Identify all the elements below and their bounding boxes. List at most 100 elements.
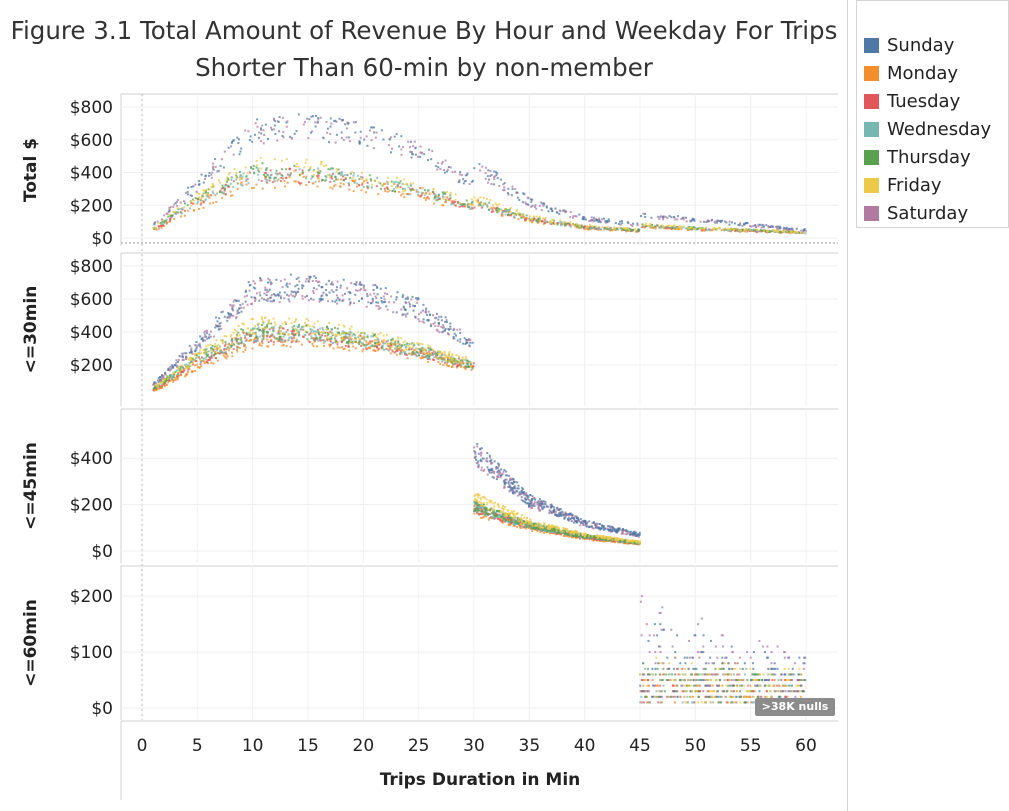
point-friday <box>335 168 338 171</box>
point-friday <box>676 227 679 230</box>
point-wednesday <box>382 348 385 351</box>
point-monday <box>305 175 308 178</box>
point-friday <box>220 339 223 342</box>
point-monday <box>485 515 488 518</box>
point-tuesday <box>169 217 172 220</box>
point-wednesday <box>261 334 264 337</box>
point-monday <box>464 366 467 369</box>
point-monday <box>311 182 314 185</box>
point-saturday <box>308 275 311 278</box>
point-friday <box>472 203 475 206</box>
point-saturday <box>642 212 645 215</box>
point-friday <box>214 342 217 345</box>
point-thursday <box>166 375 169 378</box>
point-tuesday <box>272 327 275 330</box>
point-friday <box>548 221 551 224</box>
point-friday <box>730 227 733 230</box>
point-thursday <box>209 347 212 350</box>
point-saturday <box>444 159 447 162</box>
point-friday <box>602 537 605 540</box>
point-tuesday <box>348 184 351 187</box>
point-sunday <box>408 303 411 306</box>
point-tuesday <box>202 200 205 203</box>
point-monday <box>159 386 162 389</box>
point-thursday <box>505 519 508 522</box>
point-saturday <box>316 281 319 284</box>
point-wednesday <box>239 176 242 179</box>
point-thursday <box>565 532 568 535</box>
point-saturday <box>220 327 223 330</box>
point-saturday <box>682 216 685 219</box>
point-sunday <box>719 221 722 224</box>
point-wednesday <box>659 226 662 229</box>
point-sunday <box>382 301 385 304</box>
point-thursday <box>305 324 308 327</box>
point-monday <box>649 226 652 229</box>
point-thursday <box>237 331 240 334</box>
point-saturday <box>209 330 212 333</box>
scatter-chart: Total $$0$200$400$600$800<=30min $200$400… <box>21 93 838 800</box>
point-sunday <box>281 134 284 137</box>
point-saturday <box>459 328 462 331</box>
point-friday <box>377 333 380 336</box>
point-friday <box>360 171 363 174</box>
point-thursday <box>211 185 214 188</box>
point-saturday <box>283 297 286 300</box>
point-monday <box>223 349 226 352</box>
point-monday <box>316 345 319 348</box>
point-sunday <box>158 379 161 382</box>
point-monday <box>492 206 495 209</box>
point-monday <box>433 202 436 205</box>
point-thursday <box>436 352 439 355</box>
point-sunday <box>542 202 545 205</box>
point-sunday <box>375 285 378 288</box>
point-wednesday <box>512 519 515 522</box>
point-sunday <box>249 135 252 138</box>
point-saturday <box>342 138 345 141</box>
point-wednesday <box>300 327 303 330</box>
point-friday <box>279 332 282 335</box>
point-wednesday <box>281 338 284 341</box>
point-wednesday <box>503 515 506 518</box>
point-sunday <box>254 133 257 136</box>
point-monday <box>382 182 385 185</box>
point-friday <box>435 356 438 359</box>
point-saturday <box>685 220 688 223</box>
point-friday <box>523 516 526 519</box>
point-sunday <box>459 338 462 341</box>
point-monday <box>521 526 524 529</box>
point-tuesday <box>438 197 441 200</box>
point-wednesday <box>725 229 728 232</box>
point-saturday <box>451 170 454 173</box>
point-friday <box>482 504 485 507</box>
point-sunday <box>342 278 345 281</box>
point-thursday <box>623 539 626 542</box>
point-friday <box>474 498 477 501</box>
point-saturday <box>163 214 166 217</box>
point-thursday <box>478 509 481 512</box>
point-thursday <box>302 171 305 174</box>
point-sunday <box>275 278 278 281</box>
point-saturday <box>724 220 727 223</box>
point-friday <box>624 227 627 230</box>
point-friday <box>552 524 555 527</box>
point-sunday <box>402 313 405 316</box>
point-thursday <box>263 174 266 177</box>
point-friday <box>258 322 261 325</box>
point-monday <box>311 343 314 346</box>
point-saturday <box>203 333 206 336</box>
point-tuesday <box>410 348 413 351</box>
point-thursday <box>398 182 401 185</box>
point-tuesday <box>329 330 332 333</box>
point-friday <box>413 349 416 352</box>
point-monday <box>362 348 365 351</box>
point-tuesday <box>734 230 737 233</box>
point-monday <box>230 351 233 354</box>
point-friday <box>743 229 746 232</box>
point-saturday <box>276 139 279 142</box>
point-monday <box>248 339 251 342</box>
point-friday <box>443 195 446 198</box>
point-friday <box>412 342 415 345</box>
point-friday <box>678 225 681 228</box>
point-friday <box>294 327 297 330</box>
